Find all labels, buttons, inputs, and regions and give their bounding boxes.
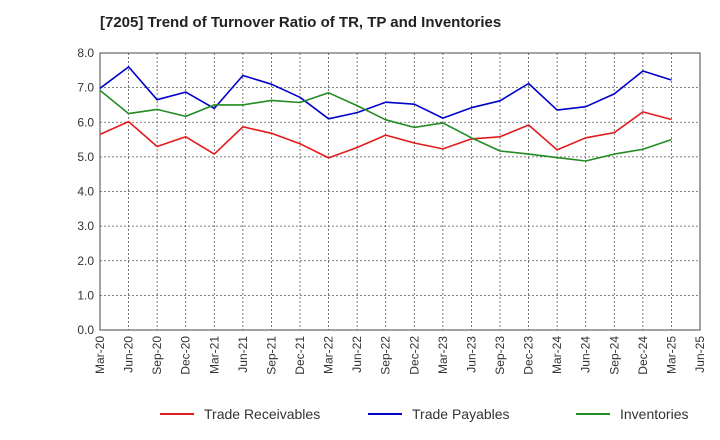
series-line-2 [99,89,672,162]
x-tick-label: Dec-20 [179,336,193,375]
x-tick-label: Sep-24 [607,336,621,375]
plot-frame [99,52,701,331]
x-tick-label: Jun-24 [579,336,593,373]
x-tick-label: Mar-20 [93,336,107,374]
y-tick-label: 6.0 [77,115,94,129]
y-tick-label: 8.0 [77,46,94,60]
series-layer [99,66,672,162]
x-tick-label: Dec-21 [293,336,307,375]
x-tick-label: Jun-21 [236,336,250,373]
x-tick-label: Dec-24 [636,336,650,375]
series-line-1 [99,66,672,120]
y-tick-label: 1.0 [77,288,94,302]
axis-layer: 0.0 1.0 2.0 3.0 4.0 5.0 6.0 7.0 8.0 Mar-20 Jun-20 S… [77,46,707,375]
y-tick-label: 3.0 [77,219,94,233]
y-tick-label: 7.0 [77,81,94,95]
x-tick-label: Dec-22 [407,336,421,375]
y-tick-label: 0.0 [77,323,94,337]
series-line-0 [99,111,672,159]
x-tick-label: Jun-25 [693,336,707,373]
x-tick-label: Sep-20 [150,336,164,375]
x-tick-label: Mar-24 [550,336,564,374]
legend-label-1: Trade Payables [412,406,510,422]
chart-title: [7205] Trend of Turnover Ratio of TR, TP… [100,14,502,31]
x-tick-label: Sep-22 [379,336,393,375]
x-tick-label: Mar-25 [664,336,678,374]
legend: Trade Receivables Trade Payables Inventori… [160,406,688,422]
x-tick-label: Jun-20 [122,336,136,373]
x-tick-label: Sep-23 [493,336,507,375]
x-tick-label: Sep-21 [264,336,278,375]
x-tick-label: Mar-23 [436,336,450,374]
x-tick-label: Mar-22 [322,336,336,374]
y-tick-label: 4.0 [77,185,94,199]
x-tick-label: Jun-23 [464,336,478,373]
grid-layer [100,53,700,330]
x-tick-label: Dec-23 [522,336,536,375]
y-tick-label: 5.0 [77,150,94,164]
x-tick-label: Mar-21 [207,336,221,374]
y-tick-label: 2.0 [77,254,94,268]
legend-label-0: Trade Receivables [204,406,320,422]
x-tick-label: Jun-22 [350,336,364,373]
legend-label-2: Inventories [620,406,688,422]
